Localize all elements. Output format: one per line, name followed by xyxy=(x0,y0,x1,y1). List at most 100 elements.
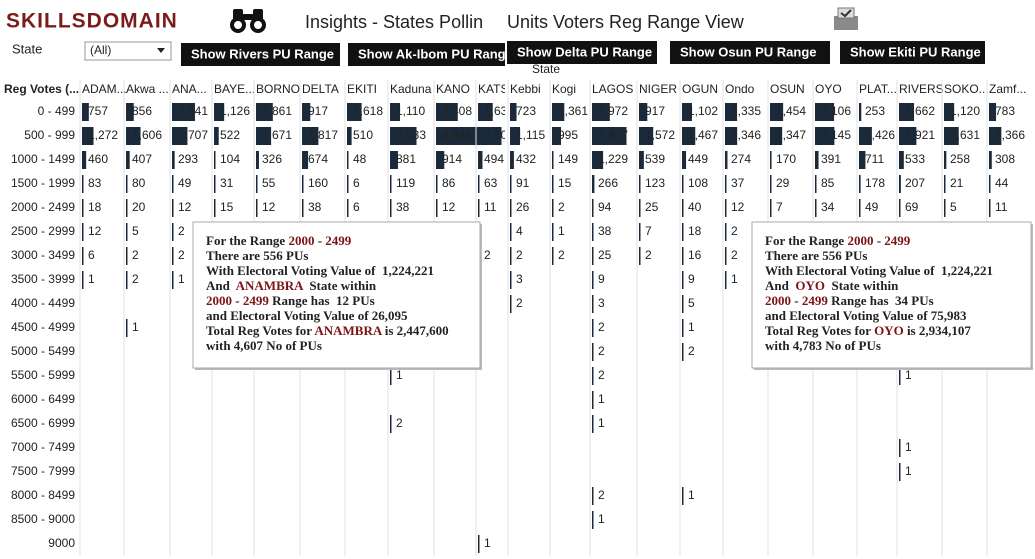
cell-bar xyxy=(172,175,174,193)
cell-bar xyxy=(126,319,128,337)
cell-value: 914 xyxy=(442,152,462,166)
cell-value: 1,347 xyxy=(776,128,806,142)
cell-value: 1,110 xyxy=(396,104,425,118)
cell-bar xyxy=(592,487,594,505)
cell-value: 170 xyxy=(776,152,796,166)
cell-value: 2 xyxy=(516,248,523,262)
cell-bar xyxy=(552,223,554,241)
cell-bar xyxy=(682,295,684,313)
button[interactable] xyxy=(840,41,985,64)
button[interactable] xyxy=(507,41,657,64)
cell-bar xyxy=(592,199,594,217)
row-label: 9000 xyxy=(48,536,75,550)
cell-bar xyxy=(859,175,861,193)
filter-value: (All) xyxy=(90,43,111,57)
cell-bar xyxy=(682,199,684,217)
cell-bar xyxy=(256,103,273,121)
cell-value: 266 xyxy=(598,176,618,190)
tooltip-text: - xyxy=(791,293,802,308)
cell-bar xyxy=(682,127,696,145)
tooltip-text: Range has 34 PUs xyxy=(828,293,934,308)
button-label: Show Delta PU Range xyxy=(517,44,652,59)
cell-bar xyxy=(510,295,512,313)
row-label: 5000 - 5499 xyxy=(11,344,75,358)
cell-bar xyxy=(944,199,946,217)
cell-bar xyxy=(82,151,87,169)
button-label: Show Ekiti PU Range xyxy=(850,44,981,59)
button[interactable] xyxy=(181,43,340,66)
row-label: 4500 - 4999 xyxy=(11,320,75,334)
cell-value: 3 xyxy=(516,272,523,286)
cell-value: 1,102 xyxy=(688,104,718,118)
cell-bar xyxy=(592,415,594,433)
tooltip-line: There are 556 PUs xyxy=(206,248,308,263)
cell-bar xyxy=(682,487,684,505)
cell-bar xyxy=(510,103,517,121)
row-label: 5500 - 5999 xyxy=(11,368,75,382)
button[interactable] xyxy=(670,41,830,64)
column-header: RIVERS xyxy=(899,82,944,96)
left-panel: SKILLSDOMAIN Insights - States Pollin St… xyxy=(6,9,513,66)
cell-bar xyxy=(639,151,644,169)
row-label: 6000 - 6499 xyxy=(11,392,75,406)
button[interactable] xyxy=(348,43,508,66)
cell-bar xyxy=(256,127,272,145)
cell-bar xyxy=(989,199,991,217)
cell-bar xyxy=(256,199,258,217)
cell-bar xyxy=(82,103,89,121)
cell-value: 2,106 xyxy=(821,104,851,118)
tooltip-text: with 4,783 No of PUs xyxy=(765,338,881,353)
cell-value: 91 xyxy=(516,176,530,190)
logo: SKILLSDOMAIN xyxy=(6,10,178,33)
cell-value: 2 xyxy=(396,416,403,430)
tooltip-text: is 2,934,107 xyxy=(904,323,972,338)
cell-value: 94 xyxy=(598,200,612,214)
cell-value: 326 xyxy=(262,152,282,166)
cell-bar xyxy=(770,151,772,169)
filter-dropdown[interactable] xyxy=(84,41,172,61)
tooltip-line: There are 556 PUs xyxy=(765,248,867,263)
tooltip-text: There are 556 PUs xyxy=(206,248,308,263)
cell-bar xyxy=(592,343,594,361)
cell-bar xyxy=(436,199,438,217)
dropdown-caret xyxy=(157,48,165,53)
cell-bar xyxy=(126,151,130,169)
tooltip-text: With Electoral Voting Value of 1,224,221 xyxy=(206,263,434,278)
cell-bar xyxy=(82,127,94,145)
column-header: DELTA xyxy=(302,82,339,96)
cell-bar xyxy=(256,151,259,169)
tooltip-highlight: 2000 xyxy=(288,233,314,248)
tooltip-box xyxy=(192,221,481,369)
cell-bar xyxy=(682,175,684,193)
cell-value: 2 xyxy=(598,344,605,358)
cell-bar xyxy=(859,151,866,169)
cell-value: 1,921 xyxy=(905,128,935,142)
tooltip-highlight: OYO xyxy=(795,278,825,293)
tooltip-text: Total Reg Votes for xyxy=(765,323,874,338)
column-header: Kaduna xyxy=(390,82,432,96)
cell-bar xyxy=(592,103,610,121)
cell-value: 4 xyxy=(516,224,523,238)
cell-value: 494 xyxy=(484,152,504,166)
cell-value: 2,145 xyxy=(821,128,851,142)
cell-value: 2 xyxy=(731,224,738,238)
cell-bar xyxy=(725,127,738,145)
cell-bar xyxy=(552,127,561,145)
cell-bar xyxy=(592,127,627,145)
tooltip-text: For the Range xyxy=(765,233,847,248)
cell-value: 40 xyxy=(688,200,702,214)
cell-value: 1,606 xyxy=(132,128,162,142)
cell-bar xyxy=(815,127,835,145)
cell-bar xyxy=(815,175,817,193)
cell-bar xyxy=(302,151,309,169)
cell-bar xyxy=(436,175,438,193)
cell-bar xyxy=(214,175,216,193)
cell-bar xyxy=(436,151,445,169)
cell-bar xyxy=(436,127,478,145)
cell-value: 2 xyxy=(132,248,139,262)
column-header: BAYE... xyxy=(214,82,255,96)
cell-bar xyxy=(510,271,512,289)
cell-value: 83 xyxy=(88,176,102,190)
tooltip-line: With Electoral Voting Value of 1,224,221 xyxy=(765,263,993,278)
